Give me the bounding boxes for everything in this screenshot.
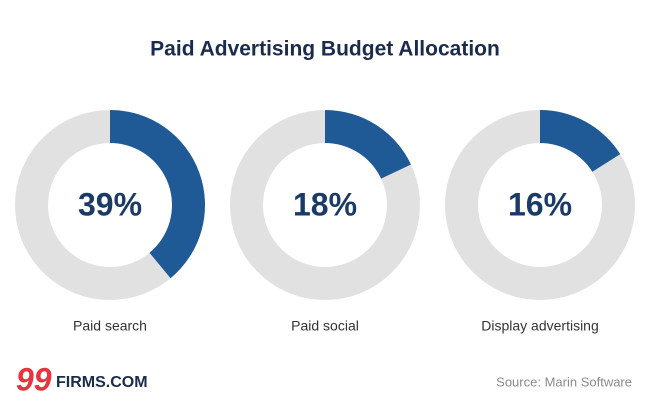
value-label: 39% xyxy=(78,186,142,222)
donut-segment xyxy=(110,110,206,279)
category-label: Paid search xyxy=(73,318,147,334)
donut-segment xyxy=(325,110,411,179)
category-label: Display advertising xyxy=(481,318,599,334)
logo-mark: 99 xyxy=(16,361,52,397)
value-label: 16% xyxy=(508,186,572,222)
category-label: Paid social xyxy=(291,318,359,334)
donut-segment xyxy=(540,110,621,172)
source-note: Source: Marin Software xyxy=(496,374,632,389)
chart-title: Paid Advertising Budget Allocation xyxy=(150,38,500,61)
logo-text: FIRMS.COM xyxy=(56,374,148,391)
value-label: 18% xyxy=(293,186,357,222)
